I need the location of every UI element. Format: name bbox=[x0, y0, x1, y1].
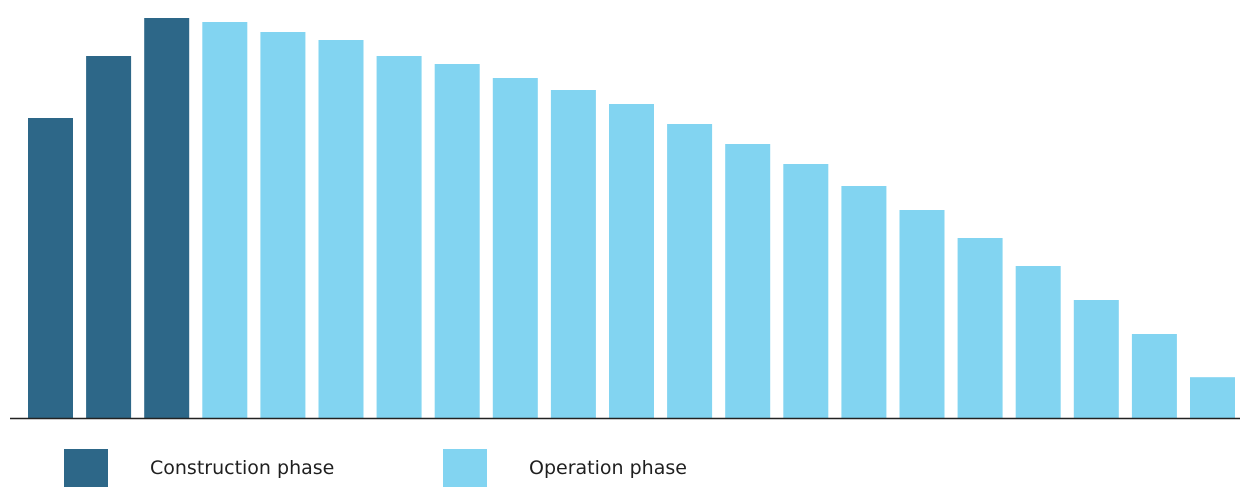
legend-label-construction: Construction phase bbox=[150, 457, 335, 479]
operation-bar-19 bbox=[1073, 300, 1119, 418]
operation-bar-4 bbox=[202, 22, 248, 418]
operation-bar-13 bbox=[725, 144, 771, 418]
operation-bar-14 bbox=[783, 164, 829, 418]
construction-bar-1 bbox=[28, 118, 73, 418]
operation-bar-21 bbox=[1190, 377, 1235, 418]
legend-label-operation: Operation phase bbox=[529, 457, 687, 479]
operation-bar-8 bbox=[434, 64, 480, 418]
bars-group bbox=[28, 18, 1235, 418]
operation-bar-11 bbox=[609, 104, 654, 418]
operation-bar-12 bbox=[667, 124, 713, 418]
operation-bar-16 bbox=[899, 210, 945, 418]
operation-bar-9 bbox=[492, 78, 538, 418]
operation-bar-7 bbox=[376, 56, 422, 418]
operation-bar-6 bbox=[318, 40, 364, 418]
operation-bar-17 bbox=[957, 238, 1003, 418]
operation-bar-10 bbox=[550, 90, 596, 418]
operation-bar-15 bbox=[841, 186, 887, 418]
operation-bar-5 bbox=[260, 32, 306, 418]
construction-bar-2 bbox=[86, 56, 132, 418]
construction-bar-3 bbox=[144, 18, 190, 418]
legend-item-operation: Operation phase bbox=[443, 449, 687, 487]
operation-bar-18 bbox=[1015, 266, 1061, 418]
operation-bar-20 bbox=[1131, 334, 1177, 418]
legend-item-construction: Construction phase bbox=[64, 449, 334, 487]
legend-swatch-construction bbox=[64, 449, 108, 487]
legend: Construction phase Operation phase bbox=[0, 449, 1242, 487]
bar-chart bbox=[10, 18, 1240, 420]
legend-swatch-operation bbox=[443, 449, 487, 487]
